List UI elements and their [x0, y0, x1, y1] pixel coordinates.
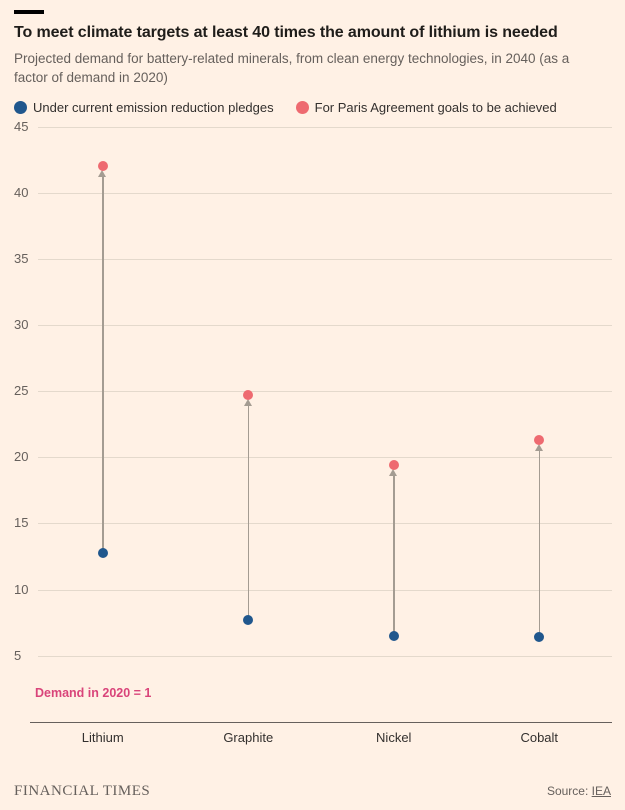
- legend-item: Under current emission reduction pledges: [14, 100, 274, 115]
- arrowhead-up-icon: [534, 444, 543, 452]
- dumbbell-line: [393, 475, 395, 636]
- arrowhead-up-icon: [98, 170, 107, 178]
- dot-paris-goals: [243, 390, 254, 401]
- dot-current-pledges: [97, 547, 108, 558]
- y-tick-label: 25: [14, 383, 29, 399]
- footer: FINANCIAL TIMES Source: IEA: [14, 783, 611, 800]
- x-category-label: Lithium: [81, 729, 124, 745]
- x-category-label: Nickel: [376, 729, 412, 745]
- ft-logo-text: FINANCIAL TIMES: [14, 783, 151, 799]
- legend-swatch-icon: [295, 100, 309, 114]
- source-text: Source: IEA: [547, 784, 611, 798]
- gridline: [38, 325, 612, 327]
- legend: Under current emission reduction pledges…: [14, 100, 611, 115]
- dot-paris-goals: [388, 460, 399, 471]
- gridline: [38, 192, 612, 194]
- x-category-label: Graphite: [223, 729, 274, 745]
- y-tick-label: 5: [14, 647, 22, 663]
- gridline: [38, 126, 612, 128]
- source-link[interactable]: IEA: [591, 784, 611, 798]
- dumbbell-line: [538, 450, 540, 638]
- dumbbell-chart: 5 10 15 20 25 30 35 40 45 Lithium Graphite Nickel Co…: [0, 119, 625, 751]
- arrowhead-up-icon: [389, 469, 398, 477]
- annotation-demand-2020: Demand in 2020 = 1: [35, 685, 152, 700]
- gridline: [38, 391, 612, 393]
- legend-label: For Paris Agreement goals to be achieved: [314, 99, 557, 115]
- legend-swatch-icon: [14, 100, 27, 114]
- ft-black-bar: [14, 10, 44, 14]
- legend-item: For Paris Agreement goals to be achieved: [295, 99, 557, 115]
- chart-subtitle: Projected demand for battery-related min…: [14, 51, 570, 85]
- y-tick-label: 40: [14, 184, 29, 200]
- gridline: [38, 655, 612, 657]
- gridline: [38, 457, 612, 459]
- dot-current-pledges: [534, 632, 545, 643]
- y-tick-label: 30: [14, 317, 29, 333]
- dot-current-pledges: [388, 630, 399, 641]
- gridline: [38, 259, 612, 260]
- y-tick-label: 20: [14, 449, 29, 465]
- x-axis-line: [30, 721, 612, 723]
- dumbbell-line: [247, 405, 249, 620]
- arrowhead-up-icon: [243, 399, 252, 407]
- y-tick-label: 10: [14, 581, 29, 597]
- y-tick-label: 35: [14, 251, 29, 266]
- dot-paris-goals: [97, 161, 108, 172]
- source-label: Source:: [546, 784, 592, 798]
- dot-paris-goals: [534, 435, 545, 446]
- gridline: [38, 589, 612, 591]
- chart-title: To meet climate targets at least 40 time…: [14, 24, 558, 41]
- dot-current-pledges: [243, 614, 254, 625]
- dumbbell-line: [102, 176, 104, 553]
- gridline: [38, 523, 612, 525]
- y-tick-label: 15: [14, 515, 29, 531]
- y-tick-label: 45: [14, 118, 29, 134]
- x-category-label: Cobalt: [520, 729, 559, 745]
- legend-label: Under current emission reduction pledges: [33, 99, 274, 115]
